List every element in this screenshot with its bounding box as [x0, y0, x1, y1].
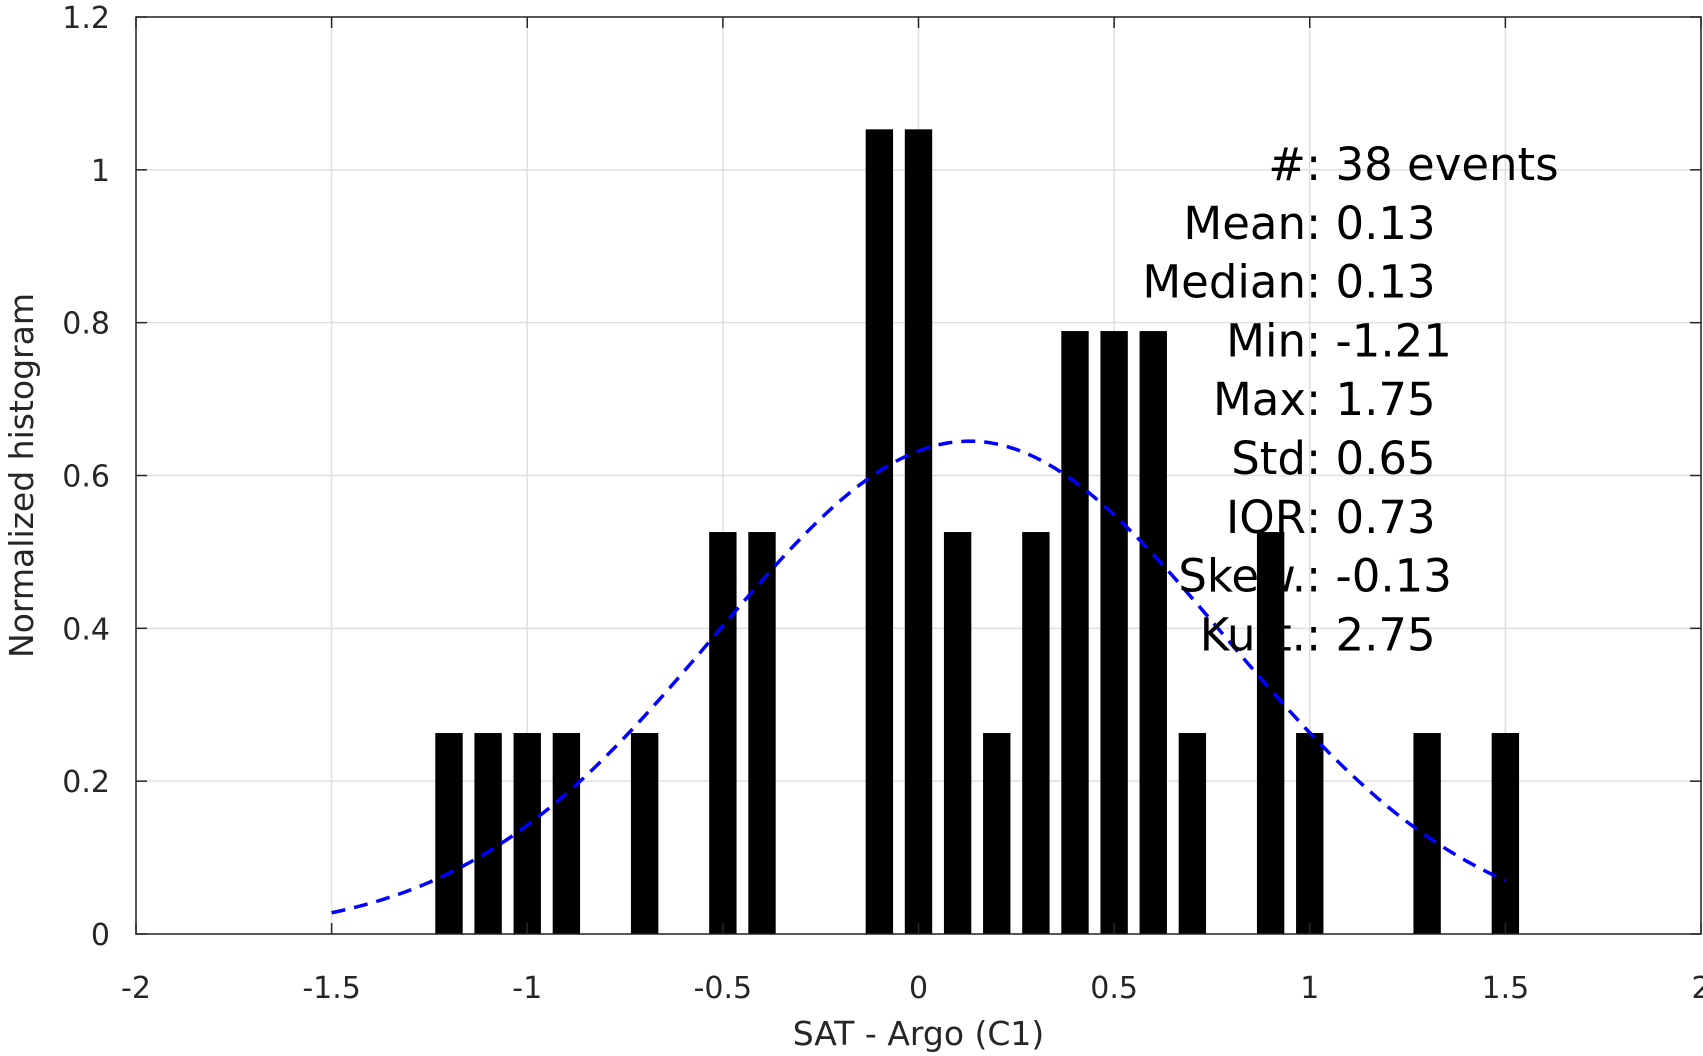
histogram-bar: [983, 733, 1011, 934]
histogram-bar: [1296, 733, 1324, 934]
x-tick-label: -1.5: [302, 971, 361, 1006]
stat-value: : 0.65: [1306, 432, 1436, 485]
x-tick-label: 0.5: [1090, 971, 1138, 1006]
x-tick-label: 2: [1691, 971, 1703, 1006]
x-tick-label: -0.5: [694, 971, 753, 1006]
x-axis-label: SAT - Argo (C1): [793, 1014, 1045, 1053]
x-tick-labels: -2 -1.5 -1 -0.5 0 0.5 1 1.5 2: [121, 971, 1703, 1006]
histogram-bar: [474, 733, 502, 934]
histogram-bar: [1022, 532, 1050, 934]
histogram-bar: [748, 532, 776, 934]
y-tick-labels: 0 0.2 0.4 0.6 0.8 1 1.2: [62, 1, 110, 953]
histogram-bar: [552, 733, 581, 934]
y-axis-label: Normalized histogram: [2, 293, 41, 658]
stat-line: Median : 0.13: [1142, 256, 1435, 309]
stat-label: IQR: [1226, 491, 1306, 544]
stat-line: Std : 0.65: [1231, 432, 1435, 485]
stat-label: Kurt.: [1200, 608, 1306, 661]
y-tick-label: 0: [91, 918, 110, 953]
stat-label: Mean: [1183, 197, 1306, 250]
histogram-bar: [1061, 331, 1089, 934]
histogram-bar: [630, 733, 659, 934]
stat-line: # : 38 events: [1268, 138, 1558, 191]
histogram-bar: [1178, 733, 1207, 934]
stat-line: IQR : 0.73: [1226, 491, 1436, 544]
histogram-bar: [1491, 733, 1520, 934]
stat-label: Median: [1142, 256, 1306, 309]
stat-line: Min : -1.21: [1226, 314, 1452, 367]
histogram-bar: [1256, 532, 1285, 934]
stat-value: : -0.13: [1306, 550, 1452, 603]
stat-line: Mean : 0.13: [1183, 197, 1435, 250]
y-tick-label: 0.8: [62, 307, 110, 342]
tick-marks: [135, 16, 1702, 935]
stat-label: Skew.: [1178, 550, 1306, 603]
histogram-bar: [1139, 331, 1167, 934]
x-tick-label: 1.5: [1482, 971, 1530, 1006]
y-tick-label: 0.4: [62, 612, 110, 647]
histogram-bar: [1413, 733, 1441, 934]
stat-line: Skew. : -0.13: [1178, 550, 1452, 603]
stat-label: Min: [1226, 314, 1306, 367]
x-tick-label: -1: [512, 971, 542, 1006]
histogram-bar: [709, 532, 737, 934]
stat-line: Max : 1.75: [1213, 373, 1436, 426]
histogram-bar: [1100, 331, 1128, 934]
histogram-bar: [865, 129, 894, 934]
histogram-bar: [904, 129, 933, 934]
stat-label: Std: [1231, 432, 1306, 485]
stat-value: : 0.13: [1306, 197, 1436, 250]
stat-line: Kurt. : 2.75: [1200, 608, 1436, 661]
y-tick-label: 1: [91, 154, 110, 189]
stat-value: : 1.75: [1306, 373, 1436, 426]
y-tick-label: 1.2: [62, 1, 110, 36]
stat-label: #: [1268, 138, 1306, 191]
histogram-bar: [943, 532, 972, 934]
gaussian-fit-curve: [331, 439, 1507, 915]
stat-value: : -1.21: [1306, 314, 1452, 367]
x-tick-label: -2: [121, 971, 151, 1006]
stat-label: Max: [1213, 373, 1306, 426]
histogram-bar: [435, 733, 463, 934]
histogram-bar: [513, 733, 541, 934]
stat-value: : 38 events: [1306, 138, 1559, 191]
y-tick-label: 0.2: [62, 765, 110, 800]
x-tick-label: 1: [1300, 971, 1319, 1006]
stat-value: : 0.73: [1306, 491, 1436, 544]
stat-value: : 2.75: [1306, 608, 1436, 661]
stat-value: : 0.13: [1306, 256, 1436, 309]
y-tick-label: 0.6: [62, 460, 110, 495]
histogram-bars: [435, 129, 1520, 934]
x-tick-label: 0: [909, 971, 928, 1006]
